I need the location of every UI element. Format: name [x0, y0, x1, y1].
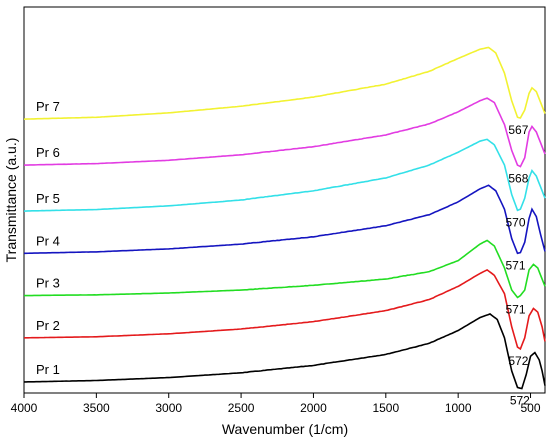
plot-frame	[23, 6, 546, 394]
x-tick-label-500: 500	[521, 401, 541, 415]
peak-label-2: 572	[508, 354, 528, 368]
peak-label-4: 571	[505, 258, 525, 272]
peak-label-3: 571	[505, 302, 525, 316]
peak-label-1: 572	[510, 394, 530, 408]
series-line-4	[23, 184, 546, 255]
series-labels: Pr 1 Pr 2 Pr 3 Pr 4 Pr 5 Pr 6 Pr 7	[36, 99, 60, 377]
series-line-5	[24, 138, 546, 212]
peak-labels: 572 572 571 571 570 568 567	[505, 123, 530, 408]
x-tick-label-3000: 3000	[155, 401, 182, 415]
series-line-3	[23, 239, 546, 299]
series-line-6	[23, 97, 546, 168]
x-axis-label: Wavenumber (1/cm)	[222, 421, 348, 437]
series-lines	[23, 46, 546, 390]
x-tick-label-4000: 4000	[11, 401, 38, 415]
series-label-3: Pr 3	[36, 276, 60, 291]
series-label-4: Pr 4	[36, 233, 60, 248]
series-label-2: Pr 2	[36, 318, 60, 333]
x-tick-label-2000: 2000	[300, 401, 327, 415]
x-tick-label-1000: 1000	[445, 401, 472, 415]
series-label-7: Pr 7	[36, 99, 60, 114]
peak-label-7: 567	[508, 123, 528, 137]
x-tick-label-3500: 3500	[83, 401, 110, 415]
x-tick-label-1500: 1500	[372, 401, 399, 415]
peak-label-6: 568	[508, 172, 528, 186]
x-axis-ticks: 4000 3500 3000 2500 2000 1500 1000 500	[11, 393, 541, 415]
peak-label-5: 570	[505, 215, 525, 229]
series-label-6: Pr 6	[36, 145, 60, 160]
y-axis-label: Transmittance (a.u.)	[3, 138, 19, 263]
series-line-7	[23, 46, 546, 120]
series-label-1: Pr 1	[36, 362, 60, 377]
series-line-1	[23, 313, 546, 390]
series-label-5: Pr 5	[36, 191, 60, 206]
series-line-2	[23, 268, 546, 351]
x-tick-label-2500: 2500	[228, 401, 255, 415]
